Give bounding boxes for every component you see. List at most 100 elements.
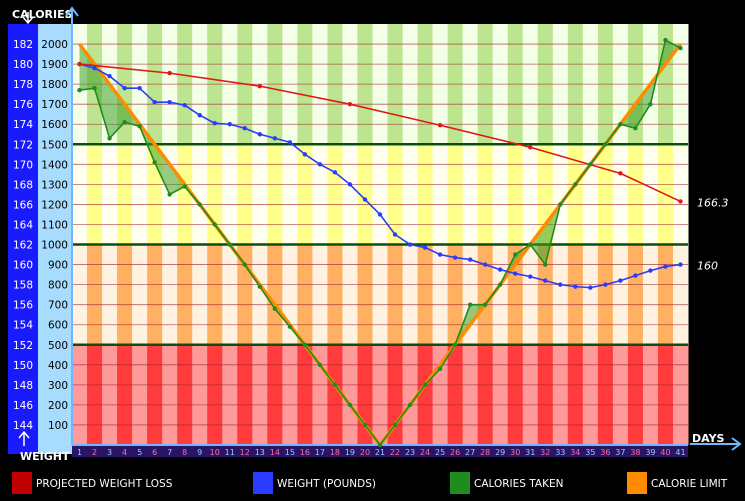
calories-taken-point: [92, 85, 97, 91]
zone-cell: [642, 344, 659, 445]
up-arrow-icon: [18, 430, 30, 446]
weight-pounds-point: [437, 252, 443, 257]
weight-tick-label: 160: [13, 260, 33, 272]
zone-cell: [462, 144, 479, 245]
calories-taken-point: [618, 122, 623, 127]
calories-taken-point: [633, 126, 638, 131]
weight-tick-label: 180: [13, 59, 33, 71]
days-axis-arrow-icon: [690, 437, 742, 451]
day-tick-label: 2: [92, 448, 97, 457]
weight-tick-label: 150: [13, 360, 33, 372]
calories-taken-point: [437, 366, 443, 372]
calories-taken-point: [242, 262, 247, 267]
zone-cell: [507, 344, 524, 445]
zone-cell: [117, 344, 133, 445]
day-tick-label: 33: [555, 448, 565, 457]
weight-tick-label: 172: [13, 139, 33, 151]
zone-cell: [567, 244, 584, 345]
zone-cell: [492, 344, 509, 445]
calories-taken-point: [543, 262, 548, 267]
zone-cell: [342, 344, 358, 445]
zone-cell: [357, 244, 373, 345]
calories-taken-point: [422, 382, 428, 388]
zone-cell: [267, 244, 283, 345]
zone-cell: [192, 244, 208, 345]
calorie-tick-label: 400: [48, 360, 68, 372]
calories-taken-point: [257, 284, 263, 289]
calorie-tick-label: 100: [48, 420, 68, 432]
zone-cell: [567, 344, 584, 445]
weight-pounds-point: [287, 140, 293, 145]
zone-cell: [582, 344, 599, 445]
weight-axis-band: [8, 24, 38, 454]
zone-cell: [147, 344, 163, 445]
weight-pounds-point: [648, 268, 653, 273]
reference-lines: [72, 143, 688, 347]
day-tick-label: 1: [77, 448, 82, 457]
calories-taken-point: [392, 422, 398, 428]
weight-pounds-point: [452, 255, 458, 260]
zone-cell: [267, 144, 283, 245]
calorie-tick-label: 900: [48, 260, 68, 272]
calorie-tick-label: 200: [48, 400, 68, 412]
calories-taken-point: [603, 142, 608, 147]
day-tick-label: 39: [645, 448, 655, 457]
weight-pounds-point: [482, 262, 488, 267]
zone-cell: [552, 344, 569, 445]
zone-cell: [132, 344, 148, 445]
zone-cell: [417, 344, 434, 445]
zone-cell: [117, 244, 133, 345]
zone-cell: [297, 144, 313, 245]
zone-cell: [447, 244, 464, 345]
day-axis-strip: [72, 446, 688, 457]
day-tick-label: 34: [570, 448, 580, 457]
zone-cell: [597, 144, 614, 245]
day-tick-label: 23: [405, 448, 415, 457]
weight-pounds-point: [182, 102, 187, 108]
legend-label: CALORIES TAKEN: [474, 478, 563, 490]
weight-pounds-point: [317, 162, 323, 167]
zone-cell: [627, 344, 644, 445]
day-tick-label: 17: [315, 448, 325, 457]
day-tick-label: 29: [495, 448, 505, 457]
zone-cell: [357, 144, 373, 245]
zone-cell: [477, 244, 494, 345]
zone-cell: [522, 344, 539, 445]
days-axis-label: DAYS: [692, 432, 725, 445]
legend-label: WEIGHT (POUNDS): [277, 478, 376, 490]
zone-cell: [222, 244, 238, 345]
weight-tick-label: 170: [13, 159, 33, 171]
calorie-tick-label: 1100: [41, 219, 68, 231]
zone-cell: [282, 144, 298, 245]
zone-cell: [102, 244, 118, 345]
weight-tick-labels: 144 146 148 150 152 154 156 158 160 162 164 166 168 1…: [13, 39, 33, 432]
zone-cell: [162, 244, 178, 345]
projected-weight-loss-point: [528, 145, 533, 150]
projected-weight-loss-point: [167, 70, 172, 76]
zone-cell: [627, 244, 644, 345]
weight-tick-label: 162: [13, 240, 33, 252]
weight-pounds-point: [392, 232, 398, 237]
zone-cell: [237, 144, 253, 245]
day-tick-label: 14: [270, 448, 280, 457]
zone-cell: [252, 244, 268, 345]
zone-cell: [522, 144, 539, 245]
zone-cell: [342, 144, 358, 245]
zone-cell: [612, 144, 629, 245]
day-tick-label: 37: [615, 448, 625, 457]
calories-taken-point: [107, 136, 112, 141]
day-tick-label: 35: [585, 448, 595, 457]
weight-tick-label: 144: [13, 420, 33, 432]
day-tick-label: 21: [375, 448, 385, 457]
projected-weight-loss-point: [347, 101, 353, 107]
calorie-tick-label: 2000: [41, 39, 68, 51]
weight-tick-label: 154: [13, 320, 33, 332]
weight-pounds-point: [558, 282, 563, 287]
zone-cell: [297, 344, 313, 445]
zone-cell: [102, 344, 118, 445]
calories-taken-point: [212, 222, 217, 227]
projected-weight-loss-point: [77, 61, 82, 67]
zone-cell: [402, 344, 419, 445]
zone-cell: [672, 244, 689, 345]
